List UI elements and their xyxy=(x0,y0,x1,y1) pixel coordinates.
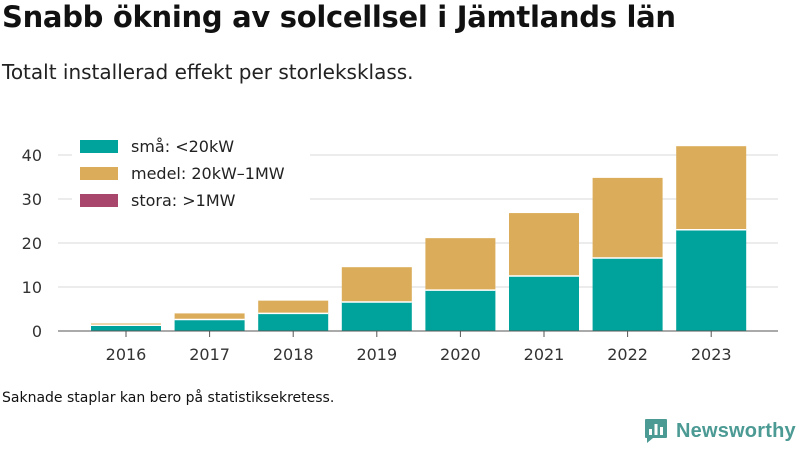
legend-swatch xyxy=(80,140,118,153)
bar-segment xyxy=(592,257,663,331)
bar-segment xyxy=(341,301,412,331)
bar-segment xyxy=(174,313,245,320)
bar-segment xyxy=(592,177,663,258)
y-tick-label: 30 xyxy=(22,190,42,209)
x-tick-label: 2016 xyxy=(106,345,147,364)
x-tick-label: 2020 xyxy=(440,345,481,364)
x-tick-label: 2018 xyxy=(273,345,314,364)
y-tick-label: 40 xyxy=(22,146,42,165)
bar-segment xyxy=(258,313,329,331)
y-tick-label: 10 xyxy=(22,278,42,297)
brand-logo: Newsworthy xyxy=(644,418,796,444)
bar-segment xyxy=(91,325,161,331)
newsworthy-logo-icon xyxy=(645,419,667,443)
bar-segment xyxy=(258,300,329,314)
legend-swatch xyxy=(80,194,118,207)
x-tick-label: 2021 xyxy=(524,345,565,364)
x-tick-label: 2022 xyxy=(607,345,648,364)
x-tick-label: 2017 xyxy=(189,345,230,364)
legend-label: stora: >1MW xyxy=(131,191,236,210)
x-tick-label: 2019 xyxy=(356,345,397,364)
brand-name: Newsworthy xyxy=(676,419,796,442)
footnote: Saknade staplar kan bero på statistiksek… xyxy=(2,390,335,406)
bar-segment xyxy=(91,323,161,326)
y-tick-label: 0 xyxy=(32,322,42,341)
y-tick-label: 20 xyxy=(22,234,42,253)
chart-subtitle: Totalt installerad effekt per storlekskl… xyxy=(2,60,414,84)
bar-segment xyxy=(676,229,747,331)
chart-title: Snabb ökning av solcellsel i Jämtlands l… xyxy=(2,0,676,34)
stacked-bar-chart: 0 10 20 30 40 2016 2017 2018 2019 2020 2021 2022 202… xyxy=(21,137,778,364)
bar-segment xyxy=(509,276,579,331)
bar-segment xyxy=(676,146,747,230)
x-tick-label: 2023 xyxy=(691,345,732,364)
bar-segment xyxy=(425,238,496,291)
bar-segment xyxy=(509,213,579,276)
bar-segment xyxy=(174,319,245,331)
legend-swatch xyxy=(80,167,118,180)
legend-label: små: <20kW xyxy=(131,137,234,156)
legend-label: medel: 20kW–1MW xyxy=(131,164,285,183)
bar-segment xyxy=(425,290,496,331)
bar-segment xyxy=(341,267,412,302)
